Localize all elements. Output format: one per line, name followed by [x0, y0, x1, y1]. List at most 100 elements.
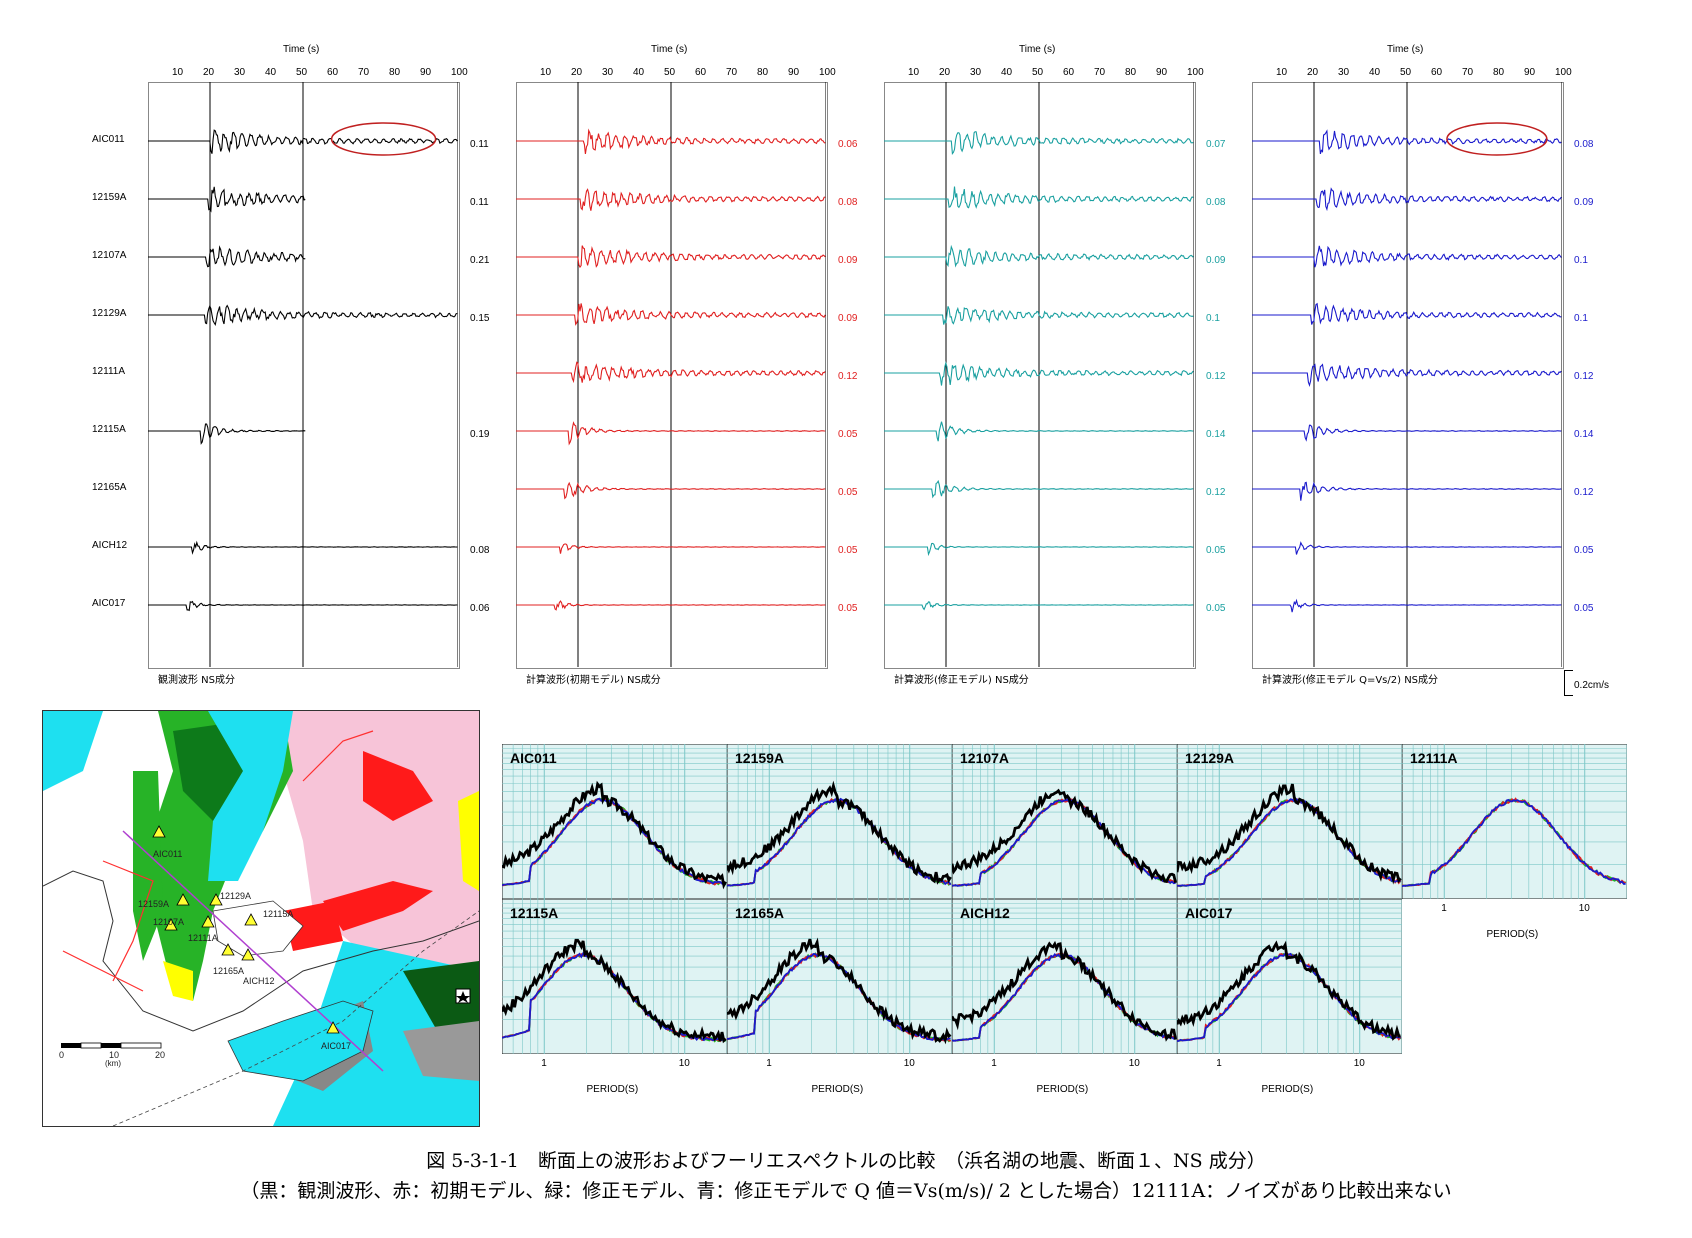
time-tick-label: 30 — [970, 67, 982, 78]
map-cyan-region — [208, 711, 293, 881]
time-tick-label: 20 — [203, 67, 215, 78]
map-red-blob-1 — [363, 751, 433, 821]
spectrum-x-label: PERIOD(S) — [1486, 929, 1539, 940]
waveform-panel-4 — [1252, 82, 1564, 669]
time-axis-title: Time (s) — [1019, 44, 1056, 55]
map-scale-tick-20: 20 — [155, 1050, 166, 1060]
time-tick-label: 50 — [1400, 67, 1412, 78]
time-tick-label: 70 — [358, 67, 370, 78]
waveform-panel-1 — [148, 82, 460, 669]
spectrum-curve — [502, 938, 727, 1044]
time-tick-label: 30 — [1338, 67, 1350, 78]
time-tick-label: 60 — [327, 67, 339, 78]
waveform-trace — [884, 601, 1194, 611]
map-red-blob-3 — [283, 901, 343, 951]
time-tick-label: 90 — [1156, 67, 1168, 78]
time-tick-label: 10 — [908, 67, 920, 78]
time-tick-label: 10 — [540, 67, 552, 78]
amplitude-label: 0.21 — [470, 255, 490, 266]
spectrum-station-title: 12107A — [960, 750, 1010, 766]
amplitude-label: 0.06 — [470, 603, 490, 614]
spectrum-bg — [952, 899, 1177, 1054]
waveform-trace — [884, 131, 1194, 155]
map-fault-2 — [62, 950, 144, 992]
time-tick-label: 100 — [819, 67, 836, 78]
waveform-traces-3 — [884, 82, 1194, 667]
station-triangle-icon — [164, 918, 178, 931]
time-tick-label: 20 — [939, 67, 951, 78]
amplitude-label: 0.08 — [470, 545, 490, 556]
amplitude-label: 0.05 — [1206, 545, 1226, 556]
spectrum-curve — [1177, 783, 1402, 885]
waveform-trace — [148, 540, 458, 555]
time-tick-label: 60 — [695, 67, 707, 78]
map-coastline — [43, 870, 479, 1032]
station-triangle-icon — [201, 915, 215, 928]
spectrum-station-title: 12129A — [1185, 750, 1235, 766]
spectrum-station-title: AICH12 — [960, 905, 1010, 921]
spectrum-curve — [952, 940, 1177, 1042]
waveform-trace — [516, 481, 826, 500]
map-scale-bar-white-2 — [120, 1042, 162, 1049]
amplitude-label: 0.1 — [1574, 313, 1588, 324]
waveform-trace — [884, 244, 1194, 268]
spectrum-panel-12107A — [952, 744, 1177, 899]
spectrum-panel-12115A — [502, 899, 727, 1054]
amplitude-scale-label: 0.2cm/s — [1574, 680, 1610, 691]
waveform-trace — [516, 188, 826, 211]
time-tick-label: 70 — [726, 67, 738, 78]
station-label: AICH12 — [92, 540, 128, 551]
waveform-trace — [884, 306, 1194, 325]
station-label: AIC017 — [92, 598, 126, 609]
map-dashed-line — [112, 910, 479, 1126]
time-tick-label: 70 — [1462, 67, 1474, 78]
waveform-trace — [148, 304, 458, 327]
map-station-label: 12111A — [188, 933, 218, 943]
station-triangle-icon — [221, 943, 235, 956]
spectrum-tick-1: 1 — [1441, 903, 1447, 914]
waveform-trace — [516, 600, 826, 611]
amplitude-label: 0.09 — [838, 313, 858, 324]
time-tick-label: 60 — [1431, 67, 1443, 78]
station-triangle-icon — [176, 893, 190, 906]
time-tick-label: 50 — [1032, 67, 1044, 78]
waveform-panel-3 — [884, 82, 1196, 669]
waveform-trace — [1252, 302, 1562, 325]
station-triangle-icon — [209, 893, 223, 906]
map-fault-3 — [302, 730, 374, 782]
amplitude-label: 0.05 — [838, 545, 858, 556]
spectrum-tick-10: 10 — [1353, 1058, 1365, 1069]
spectrum-bg — [1177, 899, 1402, 1054]
map-scale-tick-0: 0 — [59, 1050, 65, 1060]
map-scale-unit: (km) — [105, 1059, 121, 1068]
waveform-trace — [516, 421, 826, 446]
time-tick-label: 50 — [664, 67, 676, 78]
spectrum-curve — [1177, 940, 1401, 1041]
time-tick-label: 40 — [265, 67, 277, 78]
spectrum-station-title: AIC011 — [510, 750, 557, 766]
waveform-trace — [148, 423, 306, 445]
map-grey-right — [403, 1021, 479, 1081]
waveform-panel-caption: 計算波形(初期モデル) NS成分 — [526, 675, 661, 686]
amplitude-label: 0.1 — [1574, 255, 1588, 266]
station-label: AIC011 — [92, 134, 125, 145]
amplitude-label: 0.08 — [838, 197, 858, 208]
waveform-trace — [1252, 187, 1562, 212]
time-tick-label: 20 — [1307, 67, 1319, 78]
time-tick-label: 90 — [1524, 67, 1536, 78]
waveform-traces-4 — [1252, 82, 1562, 667]
waveform-trace — [516, 128, 826, 154]
time-tick-label: 90 — [788, 67, 800, 78]
time-tick-label: 10 — [172, 67, 184, 78]
waveform-traces-2 — [516, 82, 826, 667]
waveform-panel-caption: 計算波形(修正モデル) NS成分 — [894, 675, 1029, 686]
map-drawing — [43, 711, 479, 1126]
amplitude-label: 0.12 — [838, 371, 858, 382]
amplitude-label: 0.08 — [1206, 197, 1226, 208]
time-tick-label: 40 — [1369, 67, 1381, 78]
waveform-trace — [516, 543, 826, 554]
waveform-traces-1 — [148, 82, 458, 667]
spectrum-tick-10: 10 — [903, 1058, 915, 1069]
amplitude-label: 0.05 — [1206, 603, 1226, 614]
station-label: 12107A — [92, 250, 127, 261]
